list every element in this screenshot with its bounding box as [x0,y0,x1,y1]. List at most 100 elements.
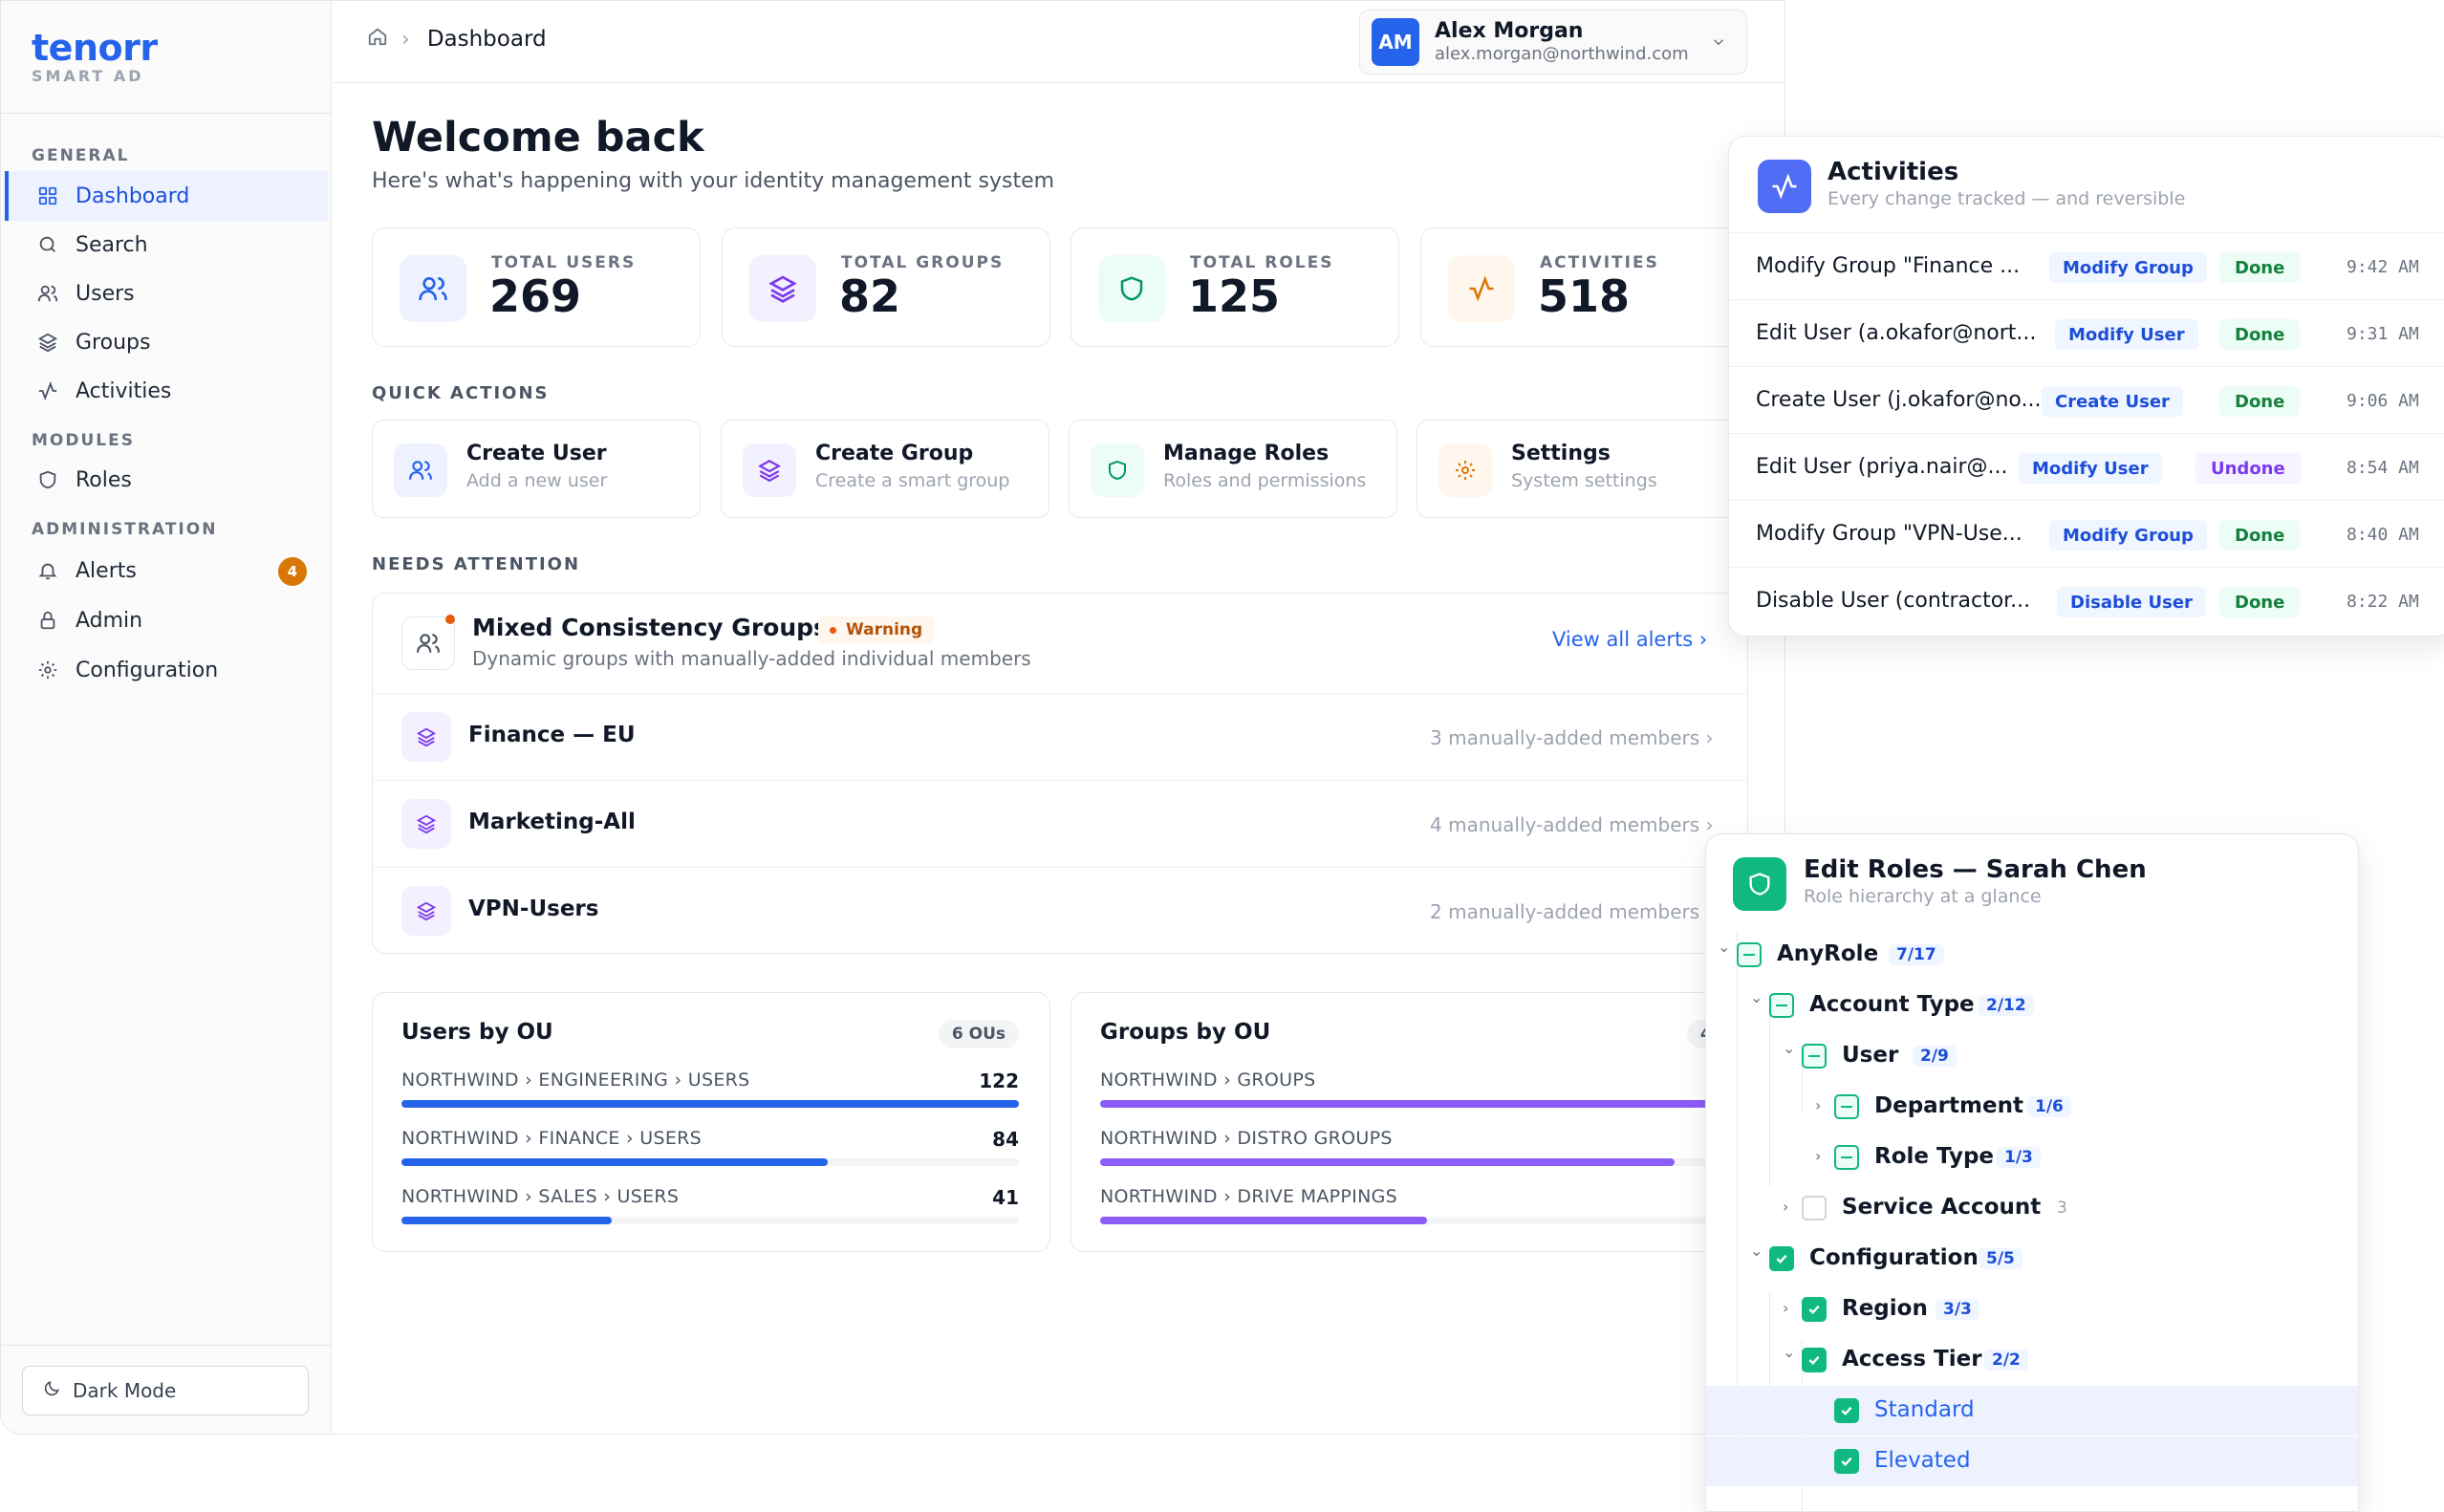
role-tree-node[interactable]: Standard [1706,1386,2358,1436]
role-count-badge: 2/2 [1984,1350,2028,1371]
card-title: Users by OU [401,1020,553,1045]
bell-icon [35,558,60,583]
tree-guide-line [1737,932,1738,1446]
role-name: AnyRole [1777,941,1879,966]
activity-time: 9:42 AM [2347,257,2419,277]
role-tree-node[interactable]: › Service Account 3 [1706,1183,2358,1233]
sidebar-item-configuration[interactable]: Configuration [5,645,328,695]
sidebar-item-activities[interactable]: Activities [5,366,328,416]
quick-action-create-group[interactable]: Create Group Create a smart group [721,420,1049,518]
chevron-down-icon[interactable]: ⌄ [1783,1343,1796,1361]
attention-group-row[interactable]: Finance — EU 3 manually-added members › [373,694,1747,781]
stat-card-activities[interactable]: ACTIVITIES 518 [1420,227,1749,347]
chevron-down-icon[interactable]: ⌄ [1750,988,1763,1006]
role-checkbox[interactable] [1769,1246,1794,1271]
chevron-right-icon: › [1705,726,1714,749]
activity-status-badge: Done [2219,252,2301,283]
activity-text: Create User (j.okafor@no... [1756,388,2042,412]
ou-bar-track [401,1158,1019,1166]
brand-logo[interactable]: tenorr SMART AD [32,26,158,85]
chevron-down-icon[interactable]: ⌄ [1718,938,1731,956]
activity-text: Edit User (priya.nair@... [1756,455,2008,479]
role-tree-node[interactable]: › Region 3/3 [1706,1285,2358,1334]
sidebar-item-alerts[interactable]: Alerts 4 [5,546,328,595]
role-tree-node[interactable]: ⌄ Account Type 2/12 [1706,981,2358,1030]
chevron-right-icon[interactable]: › [1815,1096,1822,1114]
chevron-down-icon[interactable]: ⌄ [1783,1039,1796,1057]
activity-text: Disable User (contractor... [1756,589,2031,613]
role-tree-node[interactable]: ⌄ Access Tier 2/2 [1706,1335,2358,1385]
sidebar-item-roles[interactable]: Roles [5,455,328,505]
activity-row[interactable]: Edit User (priya.nair@... Modify User Undo… [1729,433,2444,500]
groups-by-ou-card: Groups by OU 4 OUs NORTHWIND › GROUPS 3 … [1071,992,1749,1252]
role-tree-node[interactable]: ⌄ Configuration 5/5 [1706,1234,2358,1284]
role-tree-node[interactable]: ⌄ User 2/9 [1706,1031,2358,1081]
activity-status-badge: Undone [2195,453,2301,484]
role-checkbox[interactable] [1802,1044,1827,1069]
quick-action-settings[interactable]: Settings System settings [1417,420,1745,518]
user-menu[interactable]: AM Alex Morgan alex.morgan@northwind.com [1359,10,1747,75]
role-checkbox[interactable] [1834,1145,1859,1170]
stat-card-users[interactable]: TOTAL USERS 269 [372,227,701,347]
avatar: AM [1372,18,1419,66]
group-meta: 4 manually-added members › [1430,813,1714,836]
chevron-right-icon[interactable]: › [1783,1198,1789,1216]
chevron-right-icon[interactable]: › [1783,1299,1789,1317]
quick-action-title: Create Group [815,442,974,465]
chevron-right-icon: › [1698,628,1708,651]
activity-row[interactable]: Disable User (contractor... Disable User D… [1729,567,2444,634]
sidebar-item-users[interactable]: Users [5,269,328,318]
quick-action-title: Manage Roles [1163,442,1330,465]
role-count-badge: 5/5 [1979,1248,2022,1269]
sidebar-item-groups[interactable]: Groups [5,317,328,367]
sidebar-item-dashboard[interactable]: Dashboard [5,171,328,221]
brand-subtitle: SMART AD [32,67,144,85]
quick-action-subtitle: Add a new user [466,470,608,491]
ou-label: NORTHWIND › GROUPS [1100,1069,1316,1091]
role-checkbox[interactable] [1737,942,1762,967]
activity-status-badge: Done [2219,520,2301,551]
user-name: Alex Morgan [1435,19,1584,43]
role-checkbox[interactable] [1834,1094,1859,1119]
activity-row[interactable]: Create User (j.okafor@no... Create User Do… [1729,366,2444,433]
role-checkbox[interactable] [1834,1449,1859,1474]
quick-action-create-user[interactable]: Create User Add a new user [372,420,701,518]
role-checkbox[interactable] [1802,1297,1827,1322]
quick-action-manage-roles[interactable]: Manage Roles Roles and permissions [1069,420,1397,518]
role-name: Department [1874,1093,2023,1118]
breadcrumb-current: Dashboard [426,27,547,52]
role-checkbox[interactable] [1802,1348,1827,1372]
activity-row[interactable]: Edit User (a.okafor@nort... Modify User Do… [1729,299,2444,366]
stat-card-groups[interactable]: TOTAL GROUPS 82 [722,227,1050,347]
attention-header: Mixed Consistency Groups Warning Dynamic… [373,594,1747,694]
gear-icon [1438,443,1492,497]
activity-icon [1758,160,1811,213]
quick-action-subtitle: Create a smart group [815,470,1010,491]
attention-group-row[interactable]: VPN-Users 2 manually-added members › [373,868,1747,953]
sidebar-item-search[interactable]: Search [5,220,328,270]
role-tree-node[interactable]: › Role Type 1/3 [1706,1133,2358,1182]
stat-card-roles[interactable]: TOTAL ROLES 125 [1071,227,1399,347]
shield-icon [35,467,60,492]
role-checkbox[interactable] [1802,1196,1827,1220]
role-checkbox[interactable] [1834,1398,1859,1423]
attention-group-row[interactable]: Marketing-All 4 manually-added members › [373,781,1747,868]
role-tree-node[interactable]: Elevated [1706,1436,2358,1486]
home-icon[interactable] [367,26,388,53]
activity-row[interactable]: Modify Group "Finance ... Modify Group Don… [1729,232,2444,299]
ou-value: 122 [979,1069,1019,1092]
users-icon [394,443,447,497]
role-tree-node[interactable]: › Department 1/6 [1706,1082,2358,1132]
chevron-right-icon[interactable]: › [1815,1147,1822,1165]
role-count-badge: 7/17 [1889,944,1944,965]
dark-mode-toggle[interactable]: Dark Mode [22,1366,309,1415]
ou-bar-fill [1100,1158,1675,1166]
activity-type-badge: Modify User [2019,453,2162,484]
activity-row[interactable]: Modify Group "VPN-Use... Modify Group Done… [1729,500,2444,567]
chevron-down-icon[interactable]: ⌄ [1750,1242,1763,1260]
sidebar-item-admin[interactable]: Admin [5,595,328,645]
page-subtitle: Here's what's happening with your identi… [372,169,1055,193]
role-checkbox[interactable] [1769,993,1794,1018]
view-all-alerts-link[interactable]: View all alerts › [1552,628,1707,651]
role-tree-node[interactable]: ⌄ AnyRole 7/17 [1706,930,2358,980]
